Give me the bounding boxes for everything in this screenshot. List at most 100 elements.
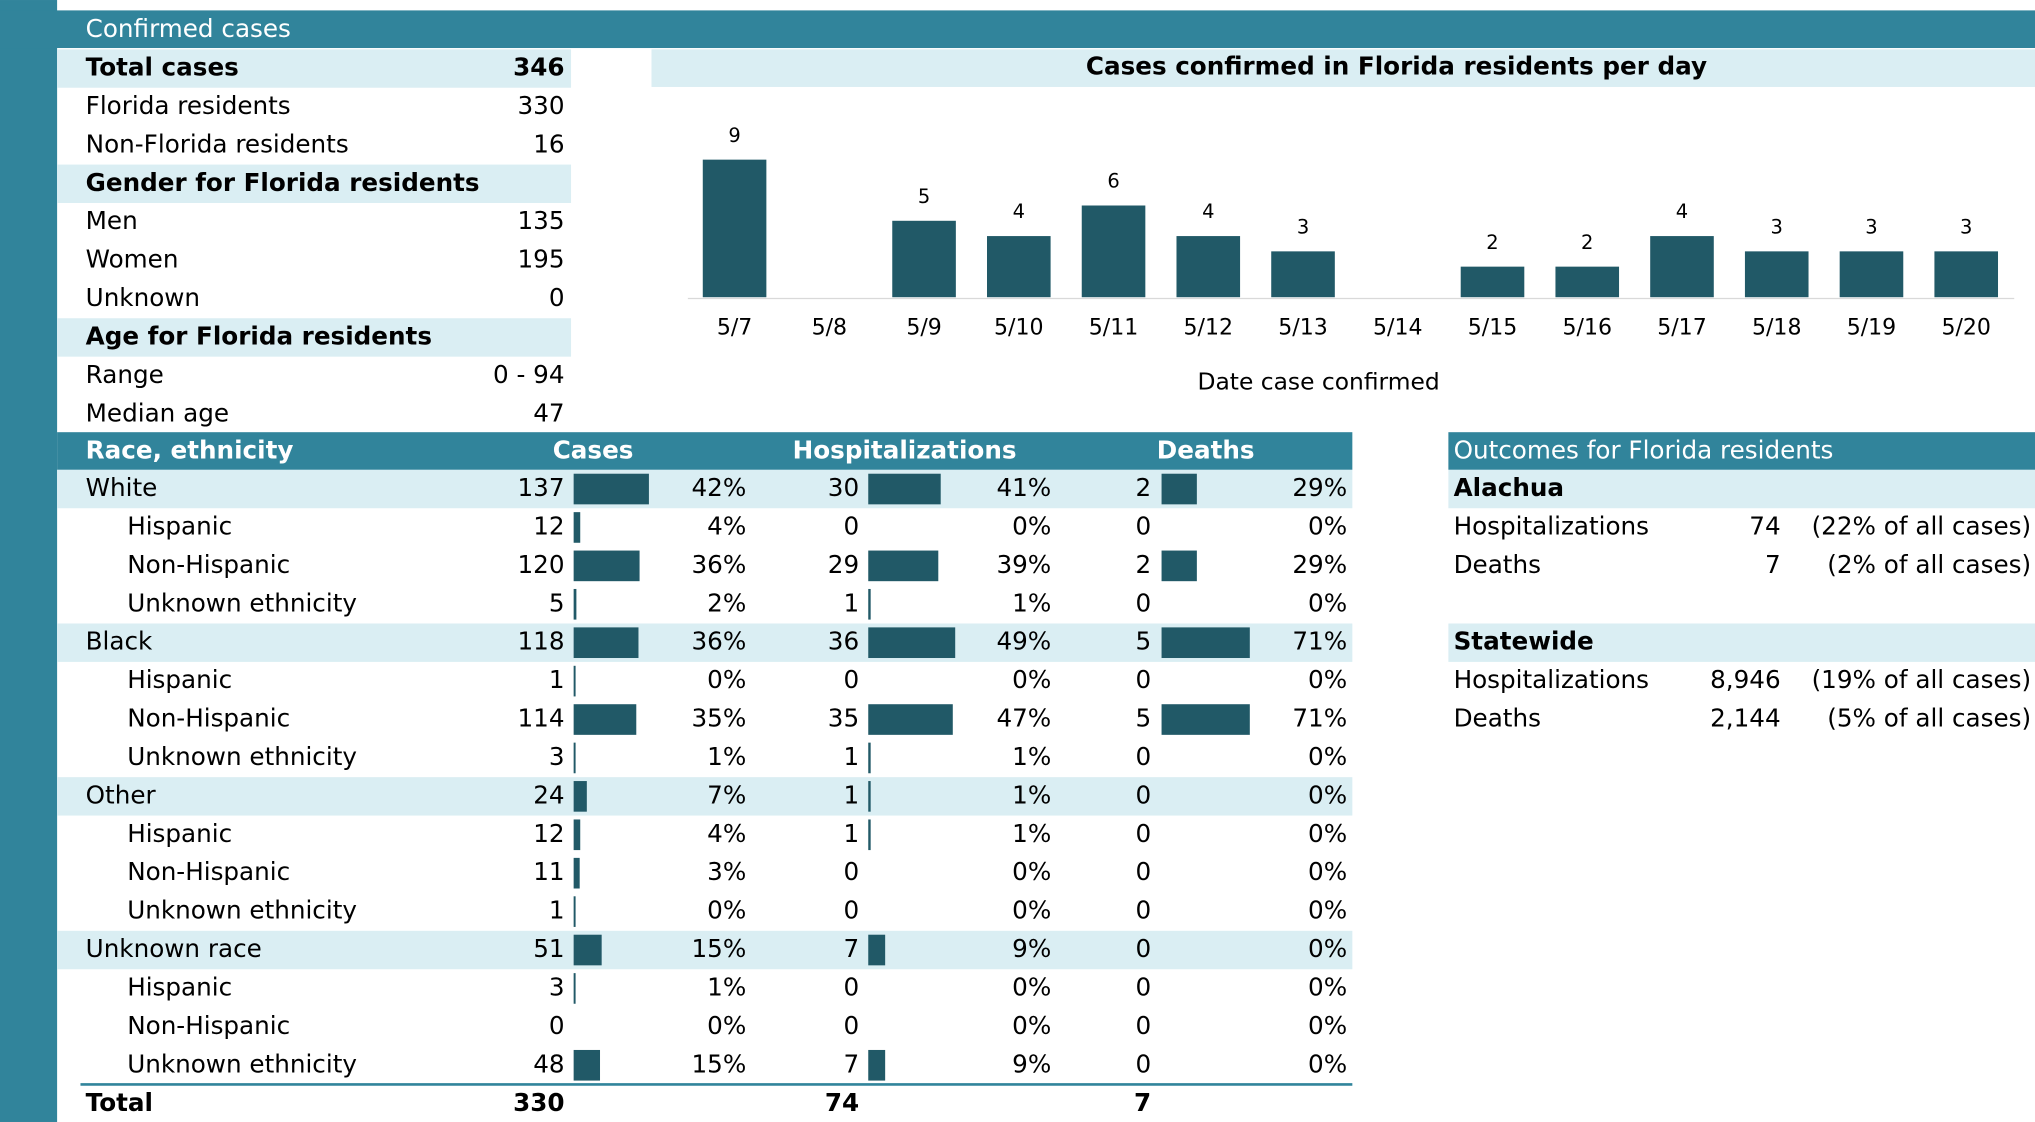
count: 1	[843, 819, 859, 848]
inline-bar	[573, 588, 577, 620]
table-header-bg	[57, 432, 1353, 470]
group-label: Black	[86, 627, 153, 656]
percent: 4%	[707, 511, 746, 540]
count: 0	[843, 972, 859, 1001]
bar	[1934, 251, 1999, 298]
inline-bar	[573, 1049, 601, 1081]
percent: 1%	[1012, 819, 1051, 848]
inline-bar	[868, 781, 871, 812]
count: 3	[549, 742, 565, 771]
count: 0	[549, 1011, 565, 1040]
data-label: 3	[1297, 215, 1309, 238]
subgroup-label: Unknown ethnicity	[127, 588, 357, 617]
outcome-label: Hospitalizations	[1454, 511, 1649, 540]
group-label: White	[86, 473, 158, 502]
row-label: Gender for Florida residents	[86, 168, 480, 197]
x-tick-label: 5/10	[994, 315, 1044, 340]
x-tick-label: 5/17	[1657, 315, 1707, 340]
percent: 0%	[1308, 588, 1347, 617]
percent: 0%	[1308, 1011, 1347, 1040]
outcome-share: (5% of all cases)	[1827, 704, 2031, 733]
column-header: Race, ethnicity	[86, 436, 294, 465]
outcome-value: 8,946	[1710, 665, 1781, 694]
x-tick-label: 5/11	[1089, 315, 1139, 340]
inline-bar	[573, 742, 576, 774]
percent: 15%	[691, 1049, 746, 1078]
percent: 0%	[1012, 972, 1051, 1001]
outcome-share: (22% of all cases)	[1812, 511, 2032, 540]
count: 0	[1135, 934, 1151, 963]
x-tick-label: 5/14	[1373, 315, 1423, 340]
subgroup-label: Unknown ethnicity	[127, 742, 357, 771]
row-value: 195	[518, 245, 565, 274]
column-header: Hospitalizations	[793, 436, 1017, 465]
row-label: Unknown	[86, 283, 200, 312]
percent: 7%	[707, 780, 746, 809]
column-header: Cases	[553, 436, 634, 465]
subgroup-label: Non-Hispanic	[127, 857, 290, 886]
subgroup-label: Unknown ethnicity	[127, 896, 357, 925]
count: 1	[549, 896, 565, 925]
percent: 0%	[1308, 742, 1347, 771]
data-label: 2	[1486, 231, 1498, 254]
percent: 41%	[996, 473, 1051, 502]
inline-bar	[573, 819, 581, 851]
outcome-label: Deaths	[1454, 550, 1541, 579]
percent: 1%	[1012, 780, 1051, 809]
inline-bar	[868, 588, 871, 620]
data-label: 4	[1676, 200, 1688, 223]
count: 1	[843, 742, 859, 771]
percent: 3%	[707, 857, 746, 886]
count: 0	[1135, 1011, 1151, 1040]
percent: 47%	[996, 704, 1051, 733]
bar	[1744, 251, 1809, 298]
section-name: Alachua	[1454, 473, 1564, 502]
row-label: Women	[86, 245, 179, 274]
total-value: 330	[513, 1088, 564, 1117]
side-band	[0, 0, 58, 1122]
x-axis-title: Date case confirmed	[1198, 367, 1440, 395]
x-tick-label: 5/13	[1278, 315, 1328, 340]
count: 5	[549, 588, 565, 617]
total-label: Total	[86, 1088, 153, 1117]
percent: 0%	[1308, 972, 1347, 1001]
count: 5	[1135, 627, 1151, 656]
percent: 0%	[1012, 665, 1051, 694]
percent: 0%	[1308, 896, 1347, 925]
inline-bar	[573, 973, 576, 1004]
percent: 0%	[1308, 857, 1347, 886]
count: 118	[518, 627, 565, 656]
count: 36	[828, 627, 859, 656]
bar	[892, 220, 956, 298]
outcome-label: Deaths	[1454, 704, 1541, 733]
row-label: Men	[86, 206, 138, 235]
percent: 49%	[996, 627, 1051, 656]
count: 0	[843, 511, 859, 540]
count: 11	[533, 857, 564, 886]
bar	[702, 159, 767, 298]
subgroup-label: Hispanic	[127, 665, 232, 694]
percent: 0%	[1308, 819, 1347, 848]
inline-bar	[868, 473, 941, 505]
count: 24	[533, 780, 564, 809]
count: 0	[843, 665, 859, 694]
section-header: Confirmed cases	[86, 14, 291, 43]
percent: 15%	[691, 934, 746, 963]
chart-title-bg	[651, 49, 2035, 87]
inline-bar	[868, 704, 953, 735]
bar	[987, 236, 1051, 298]
percent: 0%	[707, 1011, 746, 1040]
count: 7	[843, 934, 859, 963]
inline-bar	[573, 512, 581, 543]
section-name: Statewide	[1454, 627, 1594, 656]
count: 30	[828, 473, 859, 502]
row-bg	[57, 164, 572, 203]
percent: 39%	[996, 550, 1051, 579]
row-value: 135	[518, 206, 565, 235]
count: 12	[533, 511, 564, 540]
inline-bar	[868, 934, 886, 966]
count: 12	[533, 819, 564, 848]
inline-bar	[868, 819, 871, 851]
inline-bar	[1161, 550, 1197, 582]
